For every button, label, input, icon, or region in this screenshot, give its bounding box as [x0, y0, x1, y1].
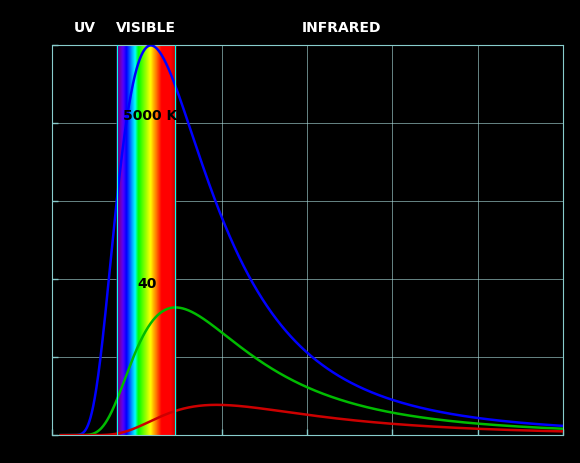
Text: INFRARED: INFRARED [302, 21, 381, 35]
Text: VISIBLE: VISIBLE [116, 21, 176, 35]
Text: UV: UV [74, 21, 96, 35]
Text: 5000 K: 5000 K [123, 109, 177, 123]
Text: 40: 40 [137, 276, 157, 290]
